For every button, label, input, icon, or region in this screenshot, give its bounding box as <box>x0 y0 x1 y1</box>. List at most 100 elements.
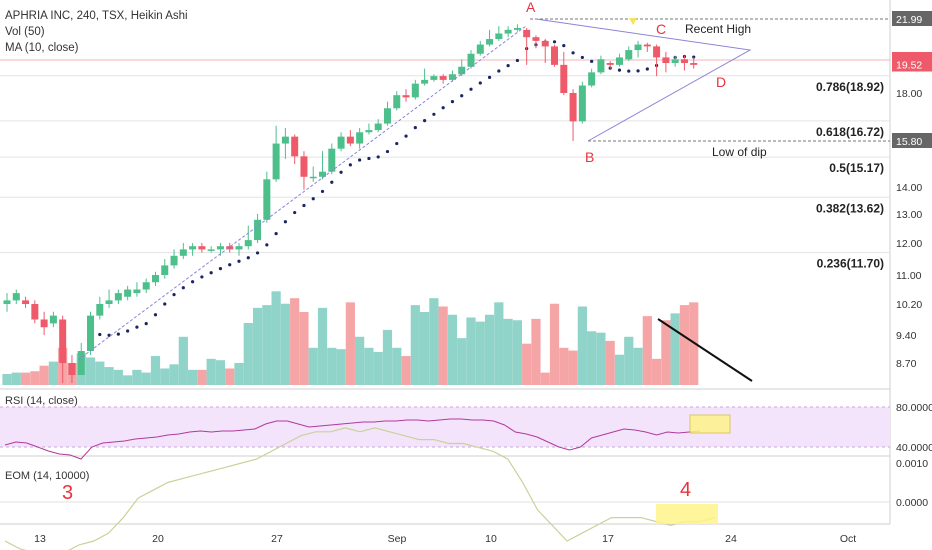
candle-body <box>513 28 521 30</box>
rsi-label: RSI (14, close) <box>5 395 78 407</box>
candle-body <box>671 59 679 63</box>
volume-bar <box>410 305 420 385</box>
volume-bar <box>132 369 142 385</box>
candle-body <box>216 246 224 250</box>
ma-dot <box>293 210 297 215</box>
volume-bar <box>373 351 383 385</box>
volume-bar <box>614 354 625 385</box>
price-tick: 19.52 <box>896 60 922 72</box>
fib-label: 0.5(15.17) <box>829 161 884 175</box>
ma-dot <box>153 313 158 317</box>
volume-bar <box>568 350 578 385</box>
volume-bar <box>587 331 597 385</box>
x-tick: 24 <box>725 533 737 545</box>
fib-label: 0.236(11.70) <box>817 257 884 271</box>
ma-dot <box>590 59 594 63</box>
ma-dot <box>441 106 445 110</box>
ma-label: MA (10, close) <box>5 42 79 54</box>
candle-body <box>504 29 512 34</box>
axes: 21.9919.7619.5218.0015.8014.0013.0012.00… <box>34 11 932 545</box>
candle-body <box>170 255 178 266</box>
ma-dots <box>88 40 696 337</box>
price-tag <box>892 11 932 26</box>
volume-bar <box>540 372 550 385</box>
volume-bar <box>243 323 253 385</box>
volume-bar <box>605 340 615 385</box>
candle-body <box>690 63 698 65</box>
candle-body <box>254 219 262 241</box>
ma-dot <box>200 275 204 279</box>
ma-dot <box>552 40 557 44</box>
volume-bar <box>20 372 31 385</box>
volume-bar <box>85 357 96 385</box>
candle-body <box>615 57 623 65</box>
ma-dot <box>172 293 176 297</box>
volume-bar <box>160 368 170 385</box>
ma-dot <box>413 126 417 130</box>
x-tick: Oct <box>840 533 856 545</box>
ma-dot <box>497 69 501 73</box>
volume-bar <box>30 371 40 385</box>
candle-body <box>588 72 596 86</box>
candle-body <box>124 289 132 297</box>
volume-bar <box>290 298 300 385</box>
ma-dot <box>460 94 464 98</box>
volume-bar <box>429 298 439 385</box>
candle-body <box>207 249 215 251</box>
volume-bar <box>438 306 448 385</box>
annotation-d: D <box>716 74 726 90</box>
triangle-pattern <box>535 18 752 142</box>
candle-body <box>578 85 586 122</box>
uptrend-line <box>77 25 527 361</box>
ma-dot <box>274 232 278 236</box>
volume-bar <box>327 347 337 385</box>
volume-bar <box>48 361 58 385</box>
ma-dot <box>181 286 185 290</box>
chart-title: APHRIA INC, 240, TSX, Heikin Ashi <box>5 10 188 22</box>
candle-body <box>133 289 141 294</box>
candle-body <box>87 315 95 351</box>
price-tick: 9.40 <box>896 330 917 342</box>
candle-body <box>12 293 20 301</box>
ma-dot <box>450 100 455 104</box>
candle-body <box>597 59 605 73</box>
candle-body <box>486 39 494 45</box>
candle-body <box>40 319 48 328</box>
volume-bar <box>197 369 207 385</box>
candle-body <box>439 76 447 80</box>
eom-panel <box>0 427 890 550</box>
candle-body <box>532 37 540 41</box>
candle-body <box>59 319 67 363</box>
candle-body <box>22 300 30 304</box>
volume-bar <box>188 369 198 385</box>
price-tick: 8.70 <box>896 358 917 370</box>
annotation-c: C <box>656 21 666 37</box>
ma-dot <box>645 67 649 71</box>
volume-bar <box>670 313 680 385</box>
volume-bar <box>150 356 161 385</box>
price-tick: 12.00 <box>896 238 922 250</box>
candle-body <box>328 148 336 172</box>
candle-body <box>300 156 308 177</box>
fib-label: 0.786(18.92) <box>816 80 884 94</box>
marker-triangle-icon <box>629 18 637 25</box>
candle-body <box>31 304 39 320</box>
candle-body <box>374 123 382 131</box>
candle-body <box>244 240 252 247</box>
candle-body <box>625 50 633 60</box>
volume-bar <box>401 356 411 385</box>
volume-bar <box>484 314 495 385</box>
x-tick: 10 <box>485 533 497 545</box>
price-tag <box>892 56 932 72</box>
candle-body <box>467 53 475 67</box>
rsi-tick: 40.0000 <box>896 442 932 454</box>
volume-bar <box>392 347 402 385</box>
price-tick: 13.00 <box>896 209 922 221</box>
ma-dot <box>692 55 696 59</box>
candle-body <box>523 29 531 38</box>
volume-bar <box>169 364 179 385</box>
ma-dot <box>311 197 315 201</box>
ma-dot <box>627 69 631 73</box>
ma-dot <box>571 51 575 55</box>
